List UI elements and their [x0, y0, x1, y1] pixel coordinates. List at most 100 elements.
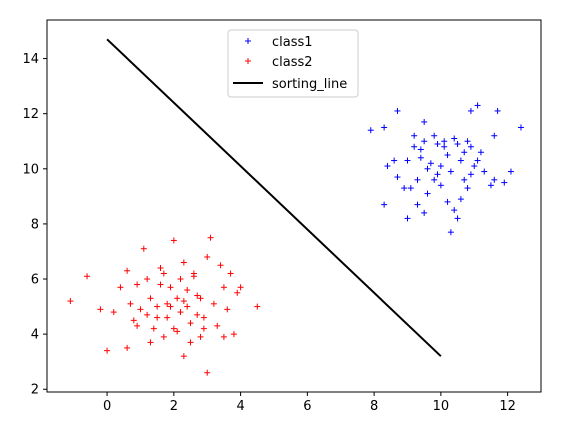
- class1-point: [434, 141, 441, 147]
- class1-point: [421, 138, 428, 145]
- class2-point: [130, 317, 137, 324]
- class2-point: [164, 314, 171, 321]
- class1-point: [464, 185, 471, 192]
- class2-point: [124, 344, 131, 351]
- class2-point: [204, 369, 211, 376]
- x-tick-label: 2: [170, 399, 178, 414]
- legend-plus-class2: [245, 58, 251, 64]
- class1-point: [461, 149, 468, 156]
- class2-point: [180, 298, 187, 305]
- x-tick-label: 4: [236, 399, 244, 414]
- class1-point: [431, 176, 438, 183]
- class2-point: [197, 333, 204, 340]
- class2-point: [214, 322, 221, 329]
- class2-point: [194, 311, 201, 318]
- class2-point: [147, 339, 154, 346]
- class2-point: [164, 300, 171, 307]
- class2-point: [174, 295, 181, 302]
- class2-point: [167, 303, 174, 310]
- class1-point: [487, 182, 494, 189]
- class2-point: [160, 333, 167, 340]
- legend-marker-class1: [245, 38, 251, 44]
- class2-point: [137, 306, 144, 313]
- x-tick-label: 6: [303, 399, 311, 414]
- legend-label-class1: class1: [272, 35, 313, 50]
- y-tick-label: 8: [31, 217, 39, 232]
- class2-point: [187, 339, 194, 346]
- class2-point: [204, 253, 211, 260]
- class2-point: [110, 309, 117, 316]
- class2-point: [170, 325, 177, 332]
- x-tick-label: 12: [499, 399, 516, 414]
- class1-point: [394, 174, 401, 181]
- class2-points: [67, 234, 261, 376]
- class1-point: [424, 190, 431, 197]
- class2-point: [177, 309, 184, 316]
- y-axis-ticks: 2 4 6 8 10 12 14: [22, 52, 47, 398]
- class1-point: [507, 168, 514, 175]
- x-tick-label: 0: [103, 399, 111, 414]
- class2-point: [254, 303, 261, 310]
- class2-point: [184, 303, 191, 310]
- class1-point: [517, 124, 524, 131]
- legend-plus-class1: [245, 38, 251, 44]
- class2-point: [174, 328, 181, 335]
- class1-point: [441, 143, 448, 150]
- class2-point: [134, 281, 141, 288]
- class2-point: [194, 292, 201, 299]
- x-axis-ticks: 0 2 4 6 8 10 12: [103, 392, 516, 414]
- class1-point: [454, 141, 461, 147]
- class2-point: [144, 276, 151, 283]
- class2-point: [117, 284, 124, 291]
- class2-point: [140, 245, 147, 252]
- class1-point: [404, 215, 411, 222]
- legend: class1 class2 sorting_line: [227, 29, 359, 98]
- class1-point: [444, 198, 451, 205]
- class1-point: [494, 107, 501, 114]
- x-tick-label: 10: [433, 399, 450, 414]
- class1-point: [444, 152, 451, 159]
- class1-point: [421, 209, 428, 216]
- class2-point: [184, 287, 191, 294]
- legend-box: [227, 29, 359, 98]
- class2-point: [167, 284, 174, 291]
- class1-point: [447, 229, 454, 236]
- y-tick-label: 12: [22, 107, 39, 122]
- class1-point: [477, 149, 484, 156]
- class1-point: [407, 185, 414, 192]
- class1-point: [424, 165, 431, 172]
- class1-point: [394, 107, 401, 114]
- class2-point: [227, 270, 234, 277]
- class2-point: [190, 270, 197, 277]
- class1-point: [467, 107, 474, 114]
- class2-point: [134, 322, 141, 329]
- class1-point: [411, 132, 418, 139]
- class1-point: [501, 179, 508, 186]
- class2-point: [144, 311, 151, 318]
- class1-point: [474, 102, 481, 109]
- class2-point: [210, 300, 217, 307]
- class2-point: [97, 306, 104, 313]
- class1-point: [467, 171, 474, 178]
- class1-point: [421, 118, 428, 125]
- class1-point: [457, 157, 464, 164]
- sorting-line: [106, 38, 442, 357]
- class2-point: [237, 284, 244, 291]
- class2-point: [234, 289, 241, 296]
- class2-point: [220, 333, 227, 340]
- class2-point: [154, 314, 161, 321]
- class1-point: [381, 124, 388, 131]
- class1-point: [451, 207, 458, 214]
- class1-point: [457, 196, 464, 203]
- legend-marker-class2: [245, 58, 251, 64]
- class1-point: [414, 176, 421, 183]
- class2-point: [67, 298, 74, 305]
- x-tick-label: 8: [370, 399, 378, 414]
- class1-point: [491, 132, 498, 139]
- class2-point: [230, 331, 237, 338]
- class2-point: [177, 276, 184, 283]
- class1-point: [474, 157, 481, 164]
- y-tick-label: 6: [31, 273, 39, 288]
- class1-point: [481, 168, 488, 175]
